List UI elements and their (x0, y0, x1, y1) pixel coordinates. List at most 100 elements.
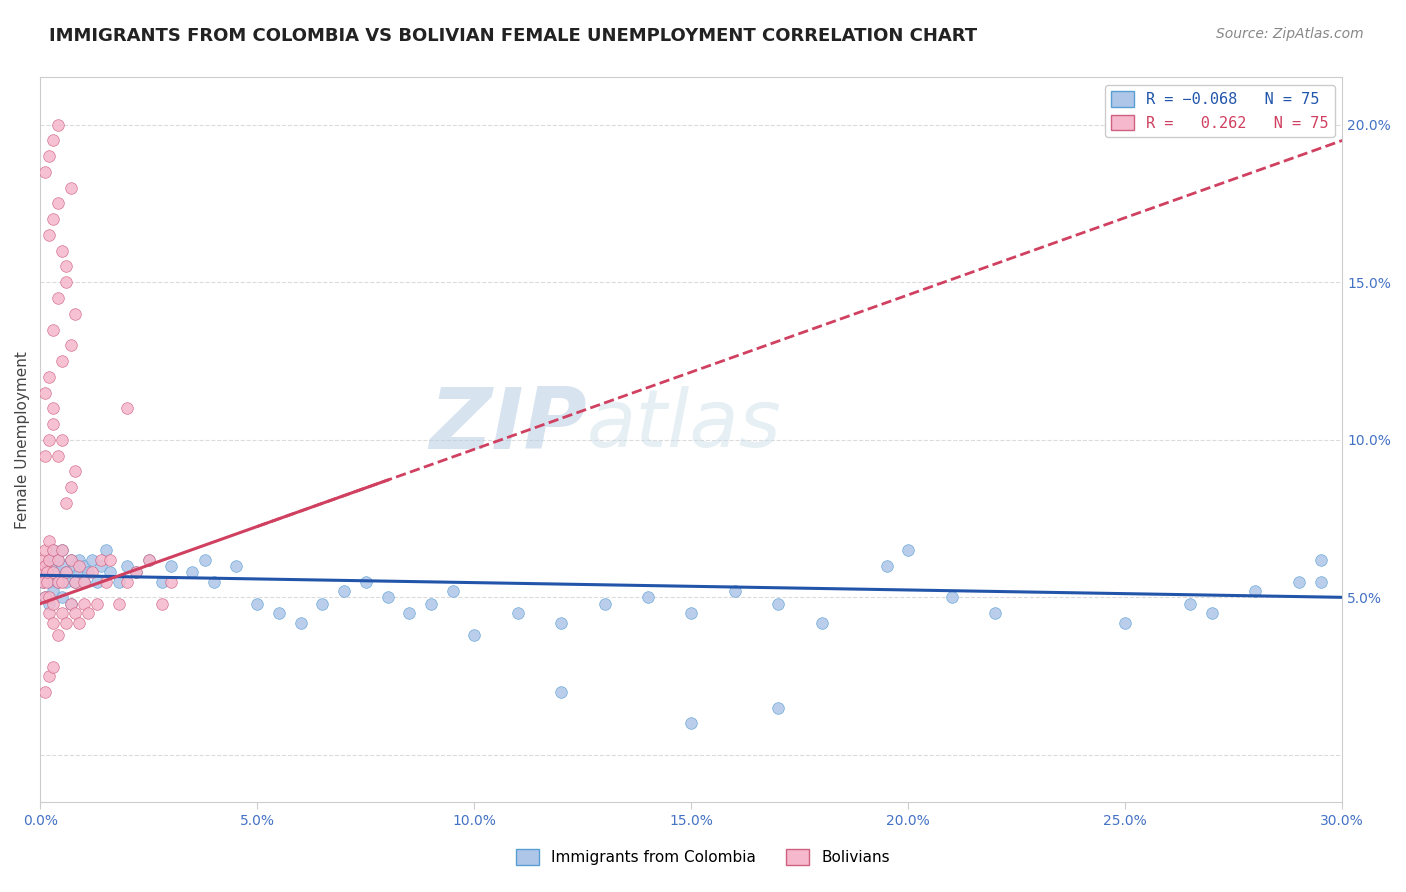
Point (55, 615, 77, 630)
Point (681, 606, 703, 620)
Point (1180, 597, 1202, 611)
Point (766, 700, 789, 714)
Point (1288, 574, 1310, 589)
Point (681, 716, 703, 731)
Point (724, 584, 747, 599)
Point (34, 543, 56, 558)
Point (42, 401, 65, 416)
Point (77, 565, 100, 579)
Point (107, 597, 129, 611)
Point (59, 180, 82, 194)
Point (51, 543, 73, 558)
Point (73, 574, 96, 589)
Point (941, 591, 963, 605)
Point (420, 597, 443, 611)
Point (202, 574, 225, 589)
Point (810, 615, 832, 630)
Point (31, 574, 53, 589)
Point (194, 552, 217, 566)
Point (38, 606, 60, 620)
Point (31, 574, 53, 589)
Point (59, 552, 82, 566)
Point (46, 574, 69, 589)
Point (246, 597, 269, 611)
Point (38, 149, 60, 163)
Point (55, 565, 77, 579)
Point (51, 574, 73, 589)
Point (984, 606, 1007, 620)
Point (333, 584, 356, 599)
Point (69, 558, 91, 573)
Point (311, 597, 333, 611)
Point (34, 558, 56, 573)
Point (63, 307, 86, 321)
Point (69, 552, 91, 566)
Point (90, 558, 112, 573)
Point (51, 558, 73, 573)
Point (63, 574, 86, 589)
Point (125, 565, 148, 579)
Point (77, 606, 100, 620)
Point (398, 606, 420, 620)
Point (34, 685, 56, 699)
Point (63, 558, 86, 573)
Point (42, 133, 65, 147)
Point (55, 565, 77, 579)
Point (38, 433, 60, 447)
Point (59, 597, 82, 611)
Point (31, 565, 53, 579)
Point (34, 165, 56, 179)
Point (46, 565, 69, 579)
Point (354, 574, 377, 589)
Point (897, 543, 920, 558)
Point (35, 565, 58, 579)
Point (159, 558, 181, 573)
Point (463, 628, 485, 642)
Point (51, 244, 73, 258)
Point (55, 260, 77, 274)
Point (181, 565, 204, 579)
Point (31, 552, 53, 566)
Point (46, 118, 69, 132)
Point (46, 552, 69, 566)
Point (69, 615, 91, 630)
Legend: Immigrants from Colombia, Bolivians: Immigrants from Colombia, Bolivians (510, 843, 896, 871)
Point (73, 574, 96, 589)
Point (35, 574, 58, 589)
Point (55, 275, 77, 289)
Point (42, 584, 65, 599)
Point (35, 565, 58, 579)
Point (107, 574, 129, 589)
Point (1114, 615, 1136, 630)
Point (267, 606, 290, 620)
Text: IMMIGRANTS FROM COLOMBIA VS BOLIVIAN FEMALE UNEMPLOYMENT CORRELATION CHART: IMMIGRANTS FROM COLOMBIA VS BOLIVIAN FEM… (49, 27, 977, 45)
Point (1309, 552, 1331, 566)
Point (34, 591, 56, 605)
Point (69, 565, 91, 579)
Point (94, 543, 117, 558)
Point (46, 291, 69, 305)
Point (90, 552, 112, 566)
Point (593, 597, 616, 611)
Point (59, 480, 82, 494)
Point (38, 227, 60, 242)
Legend: R = −0.068   N = 75, R =   0.262   N = 75: R = −0.068 N = 75, R = 0.262 N = 75 (1105, 85, 1334, 136)
Point (225, 558, 247, 573)
Point (46, 574, 69, 589)
Point (46, 628, 69, 642)
Point (42, 597, 65, 611)
Point (150, 574, 173, 589)
Point (38, 669, 60, 683)
Point (51, 354, 73, 368)
Point (766, 597, 789, 611)
Point (38, 552, 60, 566)
Point (34, 558, 56, 573)
Point (42, 417, 65, 431)
Point (98, 565, 121, 579)
Point (125, 565, 148, 579)
Point (441, 584, 464, 599)
Point (1244, 584, 1267, 599)
Point (550, 615, 572, 630)
Point (377, 591, 399, 605)
Point (115, 558, 138, 573)
